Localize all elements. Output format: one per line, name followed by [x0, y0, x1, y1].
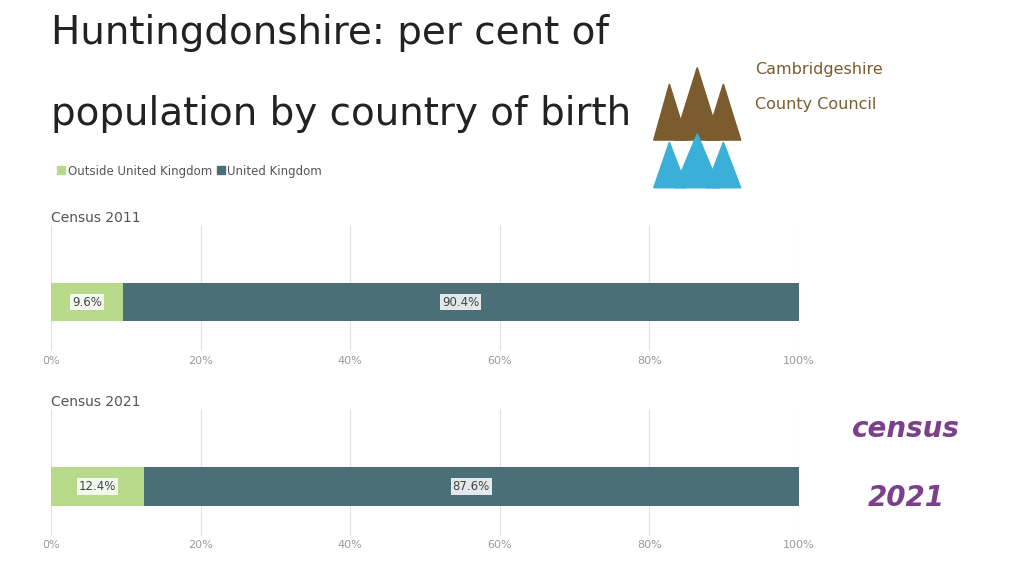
Text: Census 2021: Census 2021 [51, 395, 140, 409]
Text: 2021: 2021 [867, 484, 945, 511]
Text: Huntingdonshire: per cent of: Huntingdonshire: per cent of [51, 14, 609, 52]
Text: Census 2011: Census 2011 [51, 211, 141, 225]
Text: 9.6%: 9.6% [72, 295, 102, 309]
Polygon shape [675, 134, 720, 188]
Bar [51, 283, 123, 321]
Polygon shape [706, 142, 740, 188]
Text: County Council: County Council [755, 97, 877, 112]
Polygon shape [653, 142, 687, 188]
Text: 12.4%: 12.4% [79, 480, 117, 493]
Bar [144, 467, 799, 506]
Text: census: census [852, 415, 961, 442]
Polygon shape [675, 67, 720, 140]
Polygon shape [706, 84, 740, 140]
Bar [123, 283, 799, 321]
Text: 90.4%: 90.4% [442, 295, 479, 309]
Text: 87.6%: 87.6% [453, 480, 489, 493]
Text: population by country of birth: population by country of birth [51, 95, 632, 133]
Polygon shape [653, 84, 687, 140]
Bar [51, 467, 144, 506]
Text: Cambridgeshire: Cambridgeshire [755, 62, 883, 77]
Legend: Outside United Kingdom, United Kingdom: Outside United Kingdom, United Kingdom [57, 165, 323, 177]
